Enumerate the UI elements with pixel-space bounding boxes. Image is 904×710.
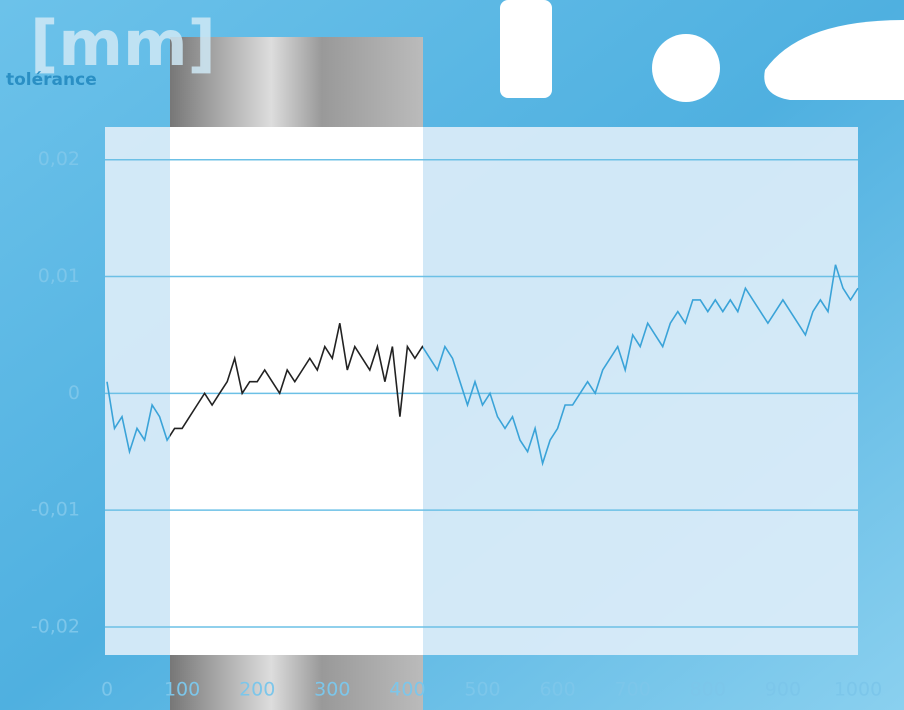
x-tick-label: 600 bbox=[539, 679, 575, 701]
y-tick-label: 0,02 bbox=[38, 148, 80, 170]
x-tick-label: 800 bbox=[690, 679, 726, 701]
x-tick-label: 0 bbox=[101, 679, 113, 701]
y-tick-label: -0,02 bbox=[31, 615, 80, 637]
highlight-area bbox=[170, 127, 423, 655]
data-line bbox=[106, 264, 859, 467]
x-tick-label: 1000 bbox=[834, 679, 882, 701]
decor bbox=[500, 0, 552, 98]
x-tick-label: 500 bbox=[464, 679, 500, 701]
x-tick-label: 100 bbox=[164, 679, 200, 701]
x-tick-label: 300 bbox=[314, 679, 350, 701]
x-tick-label: 200 bbox=[239, 679, 275, 701]
x-tick-label: 700 bbox=[615, 679, 651, 701]
y-tick-label: -0,01 bbox=[31, 499, 80, 521]
y-axis-label: tolérance bbox=[6, 70, 97, 90]
chart-title: [mm] bbox=[30, 7, 216, 80]
x-tick-label: 400 bbox=[389, 679, 425, 701]
x-tick-label: 900 bbox=[765, 679, 801, 701]
decor bbox=[652, 34, 720, 102]
plot: 0,02 0,01 0 -0,01 -0,02 0 100 200 300 400 500 600 70… bbox=[31, 148, 882, 700]
y-tick-label: 0,01 bbox=[38, 265, 80, 287]
y-tick-label: 0 bbox=[68, 382, 80, 404]
decor bbox=[764, 20, 904, 100]
